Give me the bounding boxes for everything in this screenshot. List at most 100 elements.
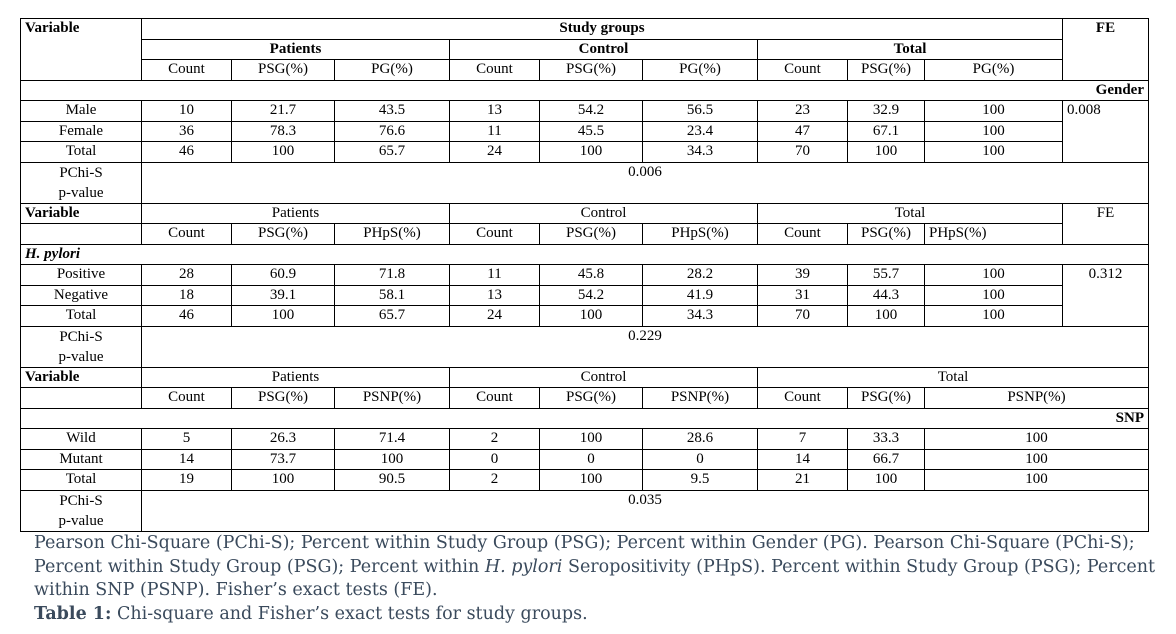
table-cell: 0 [539,448,643,470]
header-row: Count PSG(%) PG(%) Count PSG(%) PG(%) Co… [21,59,1149,81]
table-cell: 100 [231,141,335,163]
pchi-label-line1: PChi-S [59,492,103,509]
header-row: Patients Control Total [21,38,1149,60]
table-cell: 54.2 [539,100,643,122]
table-cell: 36 [141,120,232,142]
table-cell: 18 [141,284,232,306]
table-cell: 56.5 [642,100,758,122]
table-cell: 10 [141,100,232,122]
col-count: Count [449,223,540,245]
table-cell: 100 [924,100,1063,122]
table-cell: 65.7 [334,141,450,163]
table-cell: 100 [539,305,643,327]
table-cell: 24 [449,141,540,163]
table-cell: 39 [757,264,848,286]
blank-cell [1062,39,1149,60]
table-cell: 90.5 [334,469,450,491]
table-cell: 19 [141,469,232,491]
table-cell: 14 [757,448,848,470]
fe-header: FE [1062,202,1149,224]
table-cell: 70 [757,305,848,327]
table-cell: 31 [757,284,848,306]
header-row: Count PSG(%) PSNP(%) Count PSG(%) PSNP(%… [20,387,1149,409]
table-cell: 39.1 [231,284,335,306]
table-cell: 5 [141,428,232,450]
col-count: Count [757,387,848,409]
row-label: Negative [20,284,142,306]
table-cell: 13 [449,100,540,122]
pchi-row: PChi-S p-value 0.006 [20,161,1149,204]
variable-header: Variable [20,18,142,81]
table-footnote: Pearson Chi-Square (PChi-S); Percent wit… [34,532,1168,603]
table-row: Male 10 21.7 43.5 13 54.2 56.5 23 32.9 1… [20,100,1149,163]
table-row: Total 46 100 65.7 24 100 34.3 70 100 100 [20,305,1149,327]
table-cell: 100 [924,448,1149,470]
pchi-label-line1: PChi-S [59,328,103,345]
table-cell: 71.4 [334,428,450,450]
group-header-total: Total [757,202,1063,224]
table-cell: 100 [334,448,450,470]
row-label: Total [20,305,142,327]
table-cell: 26.3 [231,428,335,450]
col-psg: PSG(%) [847,59,925,81]
table-cell: 33.3 [847,428,925,450]
table-cell: 100 [231,469,335,491]
results-table: Variable Study groups FE Patients Contro… [20,18,1149,532]
table-cell: 21.7 [231,100,335,122]
section-label-gender: Gender [20,79,1149,101]
table-cell: 24 [449,305,540,327]
blank-cell [1062,59,1149,81]
table-cell: 34.3 [642,305,758,327]
table-cell: 11 [449,264,540,286]
footnote-italic: H. pylori [484,556,563,577]
pchi-value-hpylori: 0.229 [141,325,1149,368]
section-label-snp: SNP [20,407,1149,429]
col-count: Count [141,59,232,81]
table-cell: 45.8 [539,264,643,286]
table-row: Female 36 78.3 76.6 11 45.5 23.4 47 67.1… [20,120,1149,142]
table-cell: 65.7 [334,305,450,327]
table-cell: 21 [757,469,848,491]
col-phps: PHpS(%) [334,223,450,245]
col-psg: PSG(%) [231,387,335,409]
table-cell: 100 [924,141,1063,163]
table-cell: 100 [539,469,643,491]
table-cell: 67.1 [847,120,925,142]
table-cell: 23.4 [642,120,758,142]
table-cell: 66.7 [847,448,925,470]
table-cell: 41.9 [642,284,758,306]
group-header-control: Control [449,366,758,388]
col-psg: PSG(%) [539,59,643,81]
fe-value-gender: 0.008 [1062,100,1149,163]
caption-label: Table 1: [34,604,112,624]
table-cell: 47 [757,120,848,142]
row-label: Wild [20,428,142,450]
study-groups-header: Study groups [141,18,1063,40]
col-psg: PSG(%) [847,223,925,245]
table-row: Total 46 100 65.7 24 100 34.3 70 100 100 [20,141,1149,163]
table-cell: 70 [757,141,848,163]
table-cell: 71.8 [334,264,450,286]
col-phps: PHpS(%) [642,223,758,245]
header-row: Count PSG(%) PHpS(%) Count PSG(%) PHpS(%… [20,223,1149,245]
table-cell: 0 [449,448,540,470]
header-row: Variable Study groups FE [20,18,1149,81]
row-label: Male [20,100,142,122]
table-row: Wild 5 26.3 71.4 2 100 28.6 7 33.3 100 [20,428,1149,450]
table-cell: 7 [757,428,848,450]
table-row: Mutant 14 73.7 100 0 0 0 14 66.7 100 [20,448,1149,470]
footnote-text: Seropositivity (PHpS). Percent within St… [34,556,1156,601]
header-row: Variable Patients Control Total FE [20,202,1149,224]
row-label: Positive [20,264,142,286]
pchi-label: PChi-S p-value [20,489,142,532]
col-psnp: PSNP(%) [642,387,758,409]
blank-cell [20,387,142,409]
table-cell: 58.1 [334,284,450,306]
group-header-total: Total [757,366,1149,388]
table-cell: 100 [924,305,1063,327]
pchi-label-line2: p-value [58,348,104,365]
table-cell: 100 [924,469,1149,491]
group-header-patients: Patients [141,202,450,224]
col-count: Count [757,223,848,245]
table-cell: 60.9 [231,264,335,286]
